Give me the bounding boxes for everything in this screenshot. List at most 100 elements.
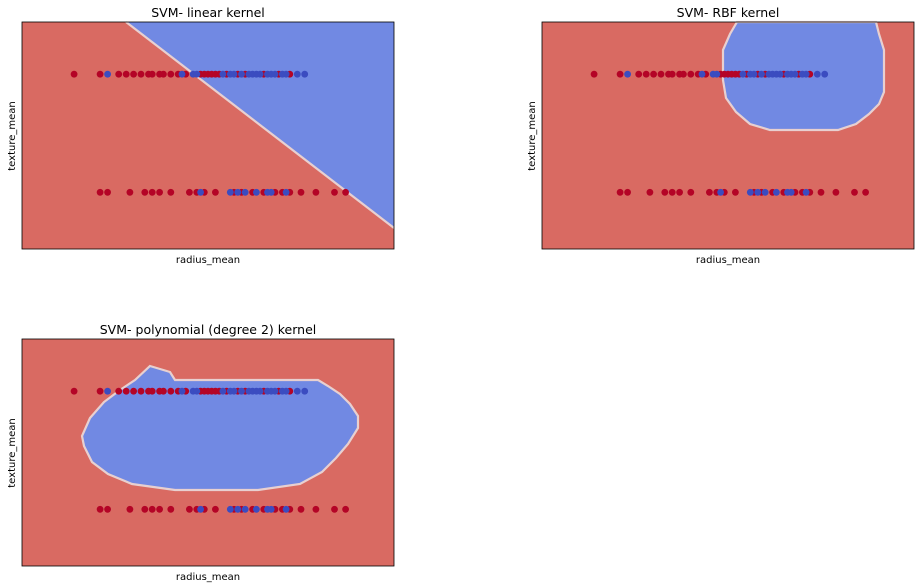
data-point-class-a [148, 387, 156, 395]
data-point-class-b [253, 188, 260, 196]
data-point-class-a [832, 188, 840, 196]
data-point-class-a [122, 70, 130, 78]
data-point-class-b [256, 387, 264, 395]
data-point-class-a [115, 387, 123, 395]
data-point-class-a [706, 188, 713, 196]
x-axis-label: radius_mean [176, 255, 240, 266]
y-axis-label: texture_mean [7, 418, 18, 487]
data-point-class-a [635, 70, 643, 78]
data-point-class-b [234, 188, 242, 196]
data-point-class-a [96, 70, 104, 78]
data-point-class-b [791, 70, 799, 78]
data-point-class-b [238, 70, 245, 78]
data-point-class-b [802, 188, 810, 196]
data-point-class-a [312, 188, 320, 196]
data-point-class-b [226, 505, 234, 513]
data-point-class-a [167, 188, 175, 196]
data-point-class-b [271, 387, 279, 395]
data-point-class-a [212, 505, 219, 513]
data-point-class-a [297, 188, 305, 196]
data-point-class-b [282, 505, 290, 513]
data-point-class-a [141, 188, 149, 196]
data-point-class-a [96, 188, 104, 196]
data-point-class-b [267, 188, 275, 196]
data-point-class-b [226, 188, 234, 196]
data-point-class-b [717, 188, 724, 196]
data-point-class-b [178, 387, 186, 395]
data-point-class-b [750, 70, 758, 78]
decision-boundary [125, 21, 395, 229]
data-point-class-a [342, 505, 349, 513]
data-point-class-a [687, 70, 695, 78]
data-point-class-a [862, 188, 869, 196]
data-point-class-a [148, 505, 156, 513]
data-point-class-b [197, 505, 205, 513]
panel-rbf-kernel: SVM- RBF kernel radius_mean texture_mean [527, 5, 915, 266]
data-point-class-b [282, 387, 290, 395]
data-point-class-a [167, 387, 175, 395]
data-point-class-a [130, 387, 138, 395]
data-point-class-a [148, 70, 156, 78]
data-point-class-b [698, 70, 706, 78]
data-point-class-a [126, 505, 134, 513]
chart-title: SVM- RBF kernel [677, 5, 780, 20]
data-point-class-b [104, 70, 111, 78]
data-point-class-a [167, 505, 175, 513]
data-point-class-a [312, 505, 320, 513]
data-point-class-a [676, 188, 683, 196]
data-point-class-b [193, 387, 201, 395]
data-point-class-b [821, 70, 829, 78]
class-b-region [80, 364, 360, 492]
data-point-class-a [616, 70, 624, 78]
data-point-class-a [167, 70, 175, 78]
data-point-class-b [758, 70, 765, 78]
data-point-class-a [130, 70, 138, 78]
data-point-class-b [230, 70, 238, 78]
scatter-points [590, 70, 869, 196]
data-point-class-b [776, 70, 784, 78]
data-point-class-b [773, 188, 780, 196]
data-point-class-b [739, 70, 747, 78]
data-point-class-a [137, 70, 145, 78]
axes-frame [21, 338, 395, 567]
axes-frame [541, 21, 915, 250]
data-point-class-a [331, 188, 338, 196]
data-point-class-a [680, 70, 687, 78]
data-point-class-a [70, 70, 78, 78]
data-point-class-a [96, 505, 104, 513]
data-point-class-b [253, 505, 260, 513]
data-point-class-a [126, 188, 134, 196]
decision-region [22, 21, 395, 249]
data-point-class-a [590, 70, 598, 78]
data-point-class-a [96, 387, 104, 395]
data-point-class-a [156, 188, 164, 196]
data-point-class-a [342, 188, 349, 196]
data-point-class-a [297, 505, 305, 513]
data-point-class-a [115, 70, 123, 78]
data-point-class-a [657, 70, 665, 78]
data-point-class-b [271, 70, 279, 78]
y-axis-label: texture_mean [527, 101, 538, 170]
data-point-class-b [219, 70, 227, 78]
data-point-class-a [851, 188, 858, 196]
data-point-class-b [267, 505, 275, 513]
data-point-class-b [787, 188, 795, 196]
data-point-class-b [301, 387, 309, 395]
data-point-class-b [746, 188, 754, 196]
data-point-class-a [137, 387, 145, 395]
data-point-class-a [650, 70, 657, 78]
panel-polynomial-kernel: SVM- polynomial (degree 2) kernel radius… [7, 322, 395, 583]
data-point-class-a [186, 188, 193, 196]
data-point-class-a [668, 188, 676, 196]
data-point-class-a [160, 70, 167, 78]
data-point-class-b [301, 70, 309, 78]
data-point-class-a [331, 505, 338, 513]
decision-region [22, 339, 394, 566]
data-point-class-a [104, 188, 111, 196]
data-point-class-b [241, 188, 249, 196]
data-point-class-a [122, 387, 130, 395]
data-point-class-b [234, 505, 242, 513]
data-point-class-b [256, 70, 264, 78]
data-point-class-a [687, 188, 695, 196]
